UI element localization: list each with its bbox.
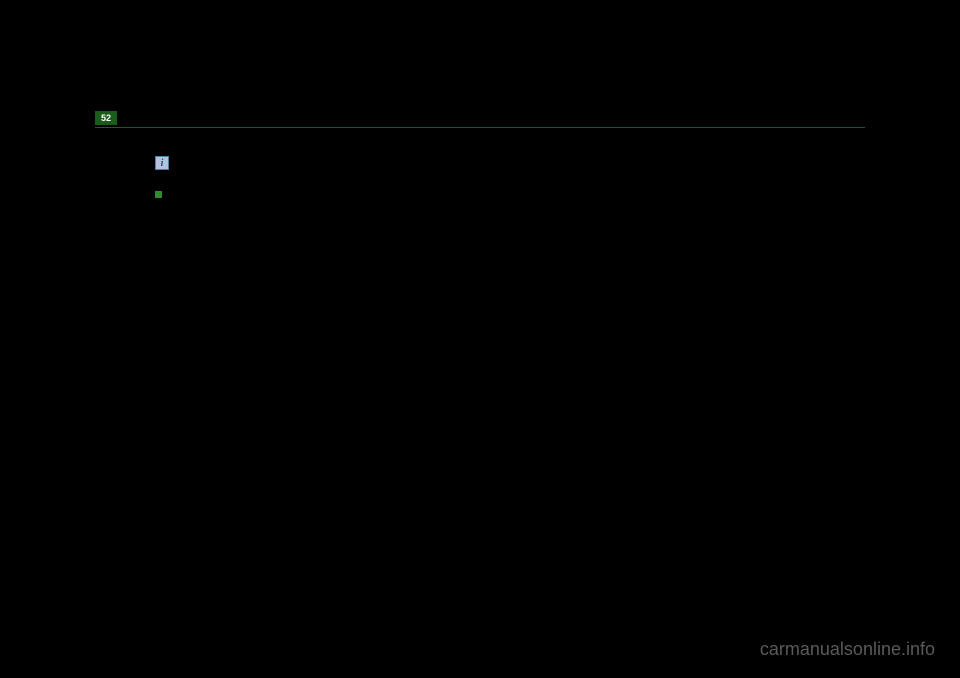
bullet-row — [155, 186, 845, 204]
page-container: 52 i — [95, 108, 865, 204]
info-icon: i — [155, 156, 169, 170]
watermark-text: carmanualsonline.info — [760, 639, 935, 659]
info-icon-row: i — [155, 153, 845, 171]
watermark: carmanualsonline.info — [760, 639, 935, 660]
bullet-icon — [155, 191, 162, 198]
header-divider — [95, 127, 865, 128]
content-area: i — [95, 153, 865, 204]
page-number-text: 52 — [101, 113, 111, 123]
page-number-badge: 52 — [95, 111, 117, 125]
